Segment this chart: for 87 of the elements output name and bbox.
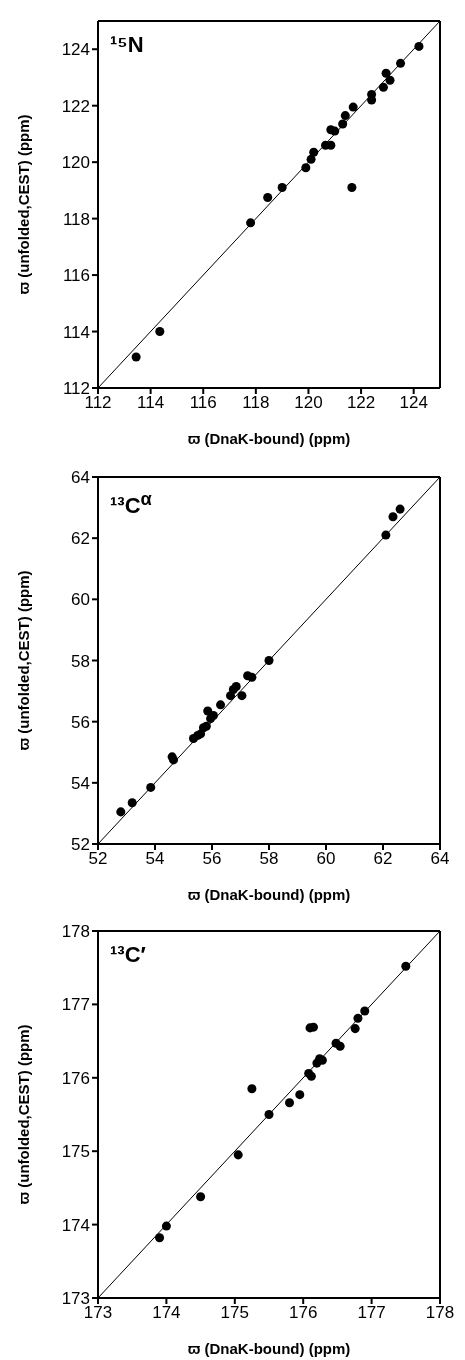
y-axis-title: ϖ (unfolded,CEST) (ppm) — [15, 570, 33, 751]
x-tick-label: 175 — [220, 1303, 249, 1323]
y-tick-label: 118 — [62, 209, 90, 229]
x-tick-label: 116 — [189, 393, 217, 413]
y-tick-label: 122 — [61, 96, 90, 116]
point — [277, 183, 287, 193]
point — [216, 700, 226, 710]
point — [264, 655, 274, 666]
point — [340, 111, 350, 121]
y-tick-label: 176 — [61, 1068, 90, 1088]
y-tick-label: 56 — [71, 712, 90, 732]
point — [161, 1221, 171, 1231]
point — [264, 1109, 274, 1120]
annotation: ¹⁵N — [110, 32, 144, 57]
x-tick-label: 120 — [294, 393, 323, 413]
x-tick-label: 174 — [152, 1303, 181, 1323]
x-tick-label: 62 — [373, 849, 393, 869]
x-axis-title: ϖ (DnaK-bound) (ppm) — [187, 886, 351, 903]
point — [335, 1041, 345, 1051]
x-tick-label: 178 — [425, 1303, 455, 1323]
y-tick-label: 52 — [71, 835, 90, 855]
y-tick-label: 60 — [71, 590, 90, 610]
x-tick-label: 64 — [430, 849, 450, 869]
point — [388, 512, 398, 522]
x-tick-label: 60 — [316, 849, 336, 869]
point — [360, 1006, 370, 1016]
x-tick-label: 114 — [137, 393, 165, 413]
point — [233, 1150, 243, 1160]
point — [247, 1084, 257, 1094]
x-axis-title: ϖ (DnaK-bound) (ppm) — [187, 1340, 351, 1357]
point — [301, 163, 311, 173]
x-tick-label: 124 — [399, 393, 428, 413]
y-tick-label: 116 — [62, 266, 90, 286]
y-tick-label: 177 — [61, 995, 90, 1015]
point — [309, 147, 319, 157]
point — [350, 1024, 360, 1034]
point — [401, 961, 411, 971]
y-tick-label: 178 — [61, 922, 90, 942]
point — [395, 504, 405, 514]
point — [146, 782, 156, 792]
annotation: ¹³C′ — [110, 942, 146, 967]
x-tick-label: 52 — [88, 849, 108, 869]
x-tick-label: 122 — [346, 393, 376, 413]
x-tick-label: 176 — [289, 1303, 318, 1323]
point — [381, 68, 391, 78]
point — [378, 82, 388, 92]
point — [247, 672, 257, 682]
point — [353, 1013, 363, 1023]
point — [246, 218, 256, 228]
y-tick-label: 124 — [61, 40, 90, 60]
y-tick-label: 174 — [61, 1215, 90, 1235]
y-tick-label: 114 — [62, 322, 90, 342]
point — [330, 126, 340, 136]
y-tick-label: 58 — [71, 651, 90, 671]
point — [127, 798, 137, 808]
point — [285, 1098, 295, 1108]
point — [196, 1192, 206, 1202]
point — [381, 530, 391, 540]
point — [385, 75, 395, 85]
x-tick-label: 58 — [259, 849, 279, 869]
point — [155, 1233, 165, 1243]
x-tick-label: 56 — [202, 849, 222, 869]
y-tick-label: 120 — [61, 153, 90, 173]
x-tick-label: 112 — [84, 393, 112, 413]
point — [131, 352, 141, 362]
y-tick-label: 175 — [61, 1142, 90, 1162]
point — [338, 119, 348, 129]
point — [414, 41, 424, 51]
point — [231, 681, 241, 691]
point — [116, 807, 126, 817]
y-tick-label: 62 — [71, 529, 90, 549]
x-tick-label: 54 — [145, 849, 165, 869]
y-tick-label: 64 — [71, 468, 90, 488]
x-axis-title: ϖ (DnaK-bound) (ppm) — [187, 430, 351, 447]
y-axis-title: ϖ (unfolded,CEST) (ppm) — [15, 1024, 33, 1205]
y-tick-label: 54 — [71, 773, 90, 793]
point — [155, 327, 165, 337]
point — [263, 192, 273, 202]
x-tick-label: 177 — [357, 1303, 386, 1323]
point — [396, 58, 406, 68]
point — [295, 1090, 305, 1100]
point — [347, 183, 357, 193]
point — [348, 102, 358, 112]
point — [237, 691, 247, 701]
y-axis-title: ϖ (unfolded,CEST) (ppm) — [15, 114, 33, 295]
x-tick-label: 118 — [242, 393, 270, 413]
annotation: ¹³C$^{α}$ — [110, 488, 152, 519]
